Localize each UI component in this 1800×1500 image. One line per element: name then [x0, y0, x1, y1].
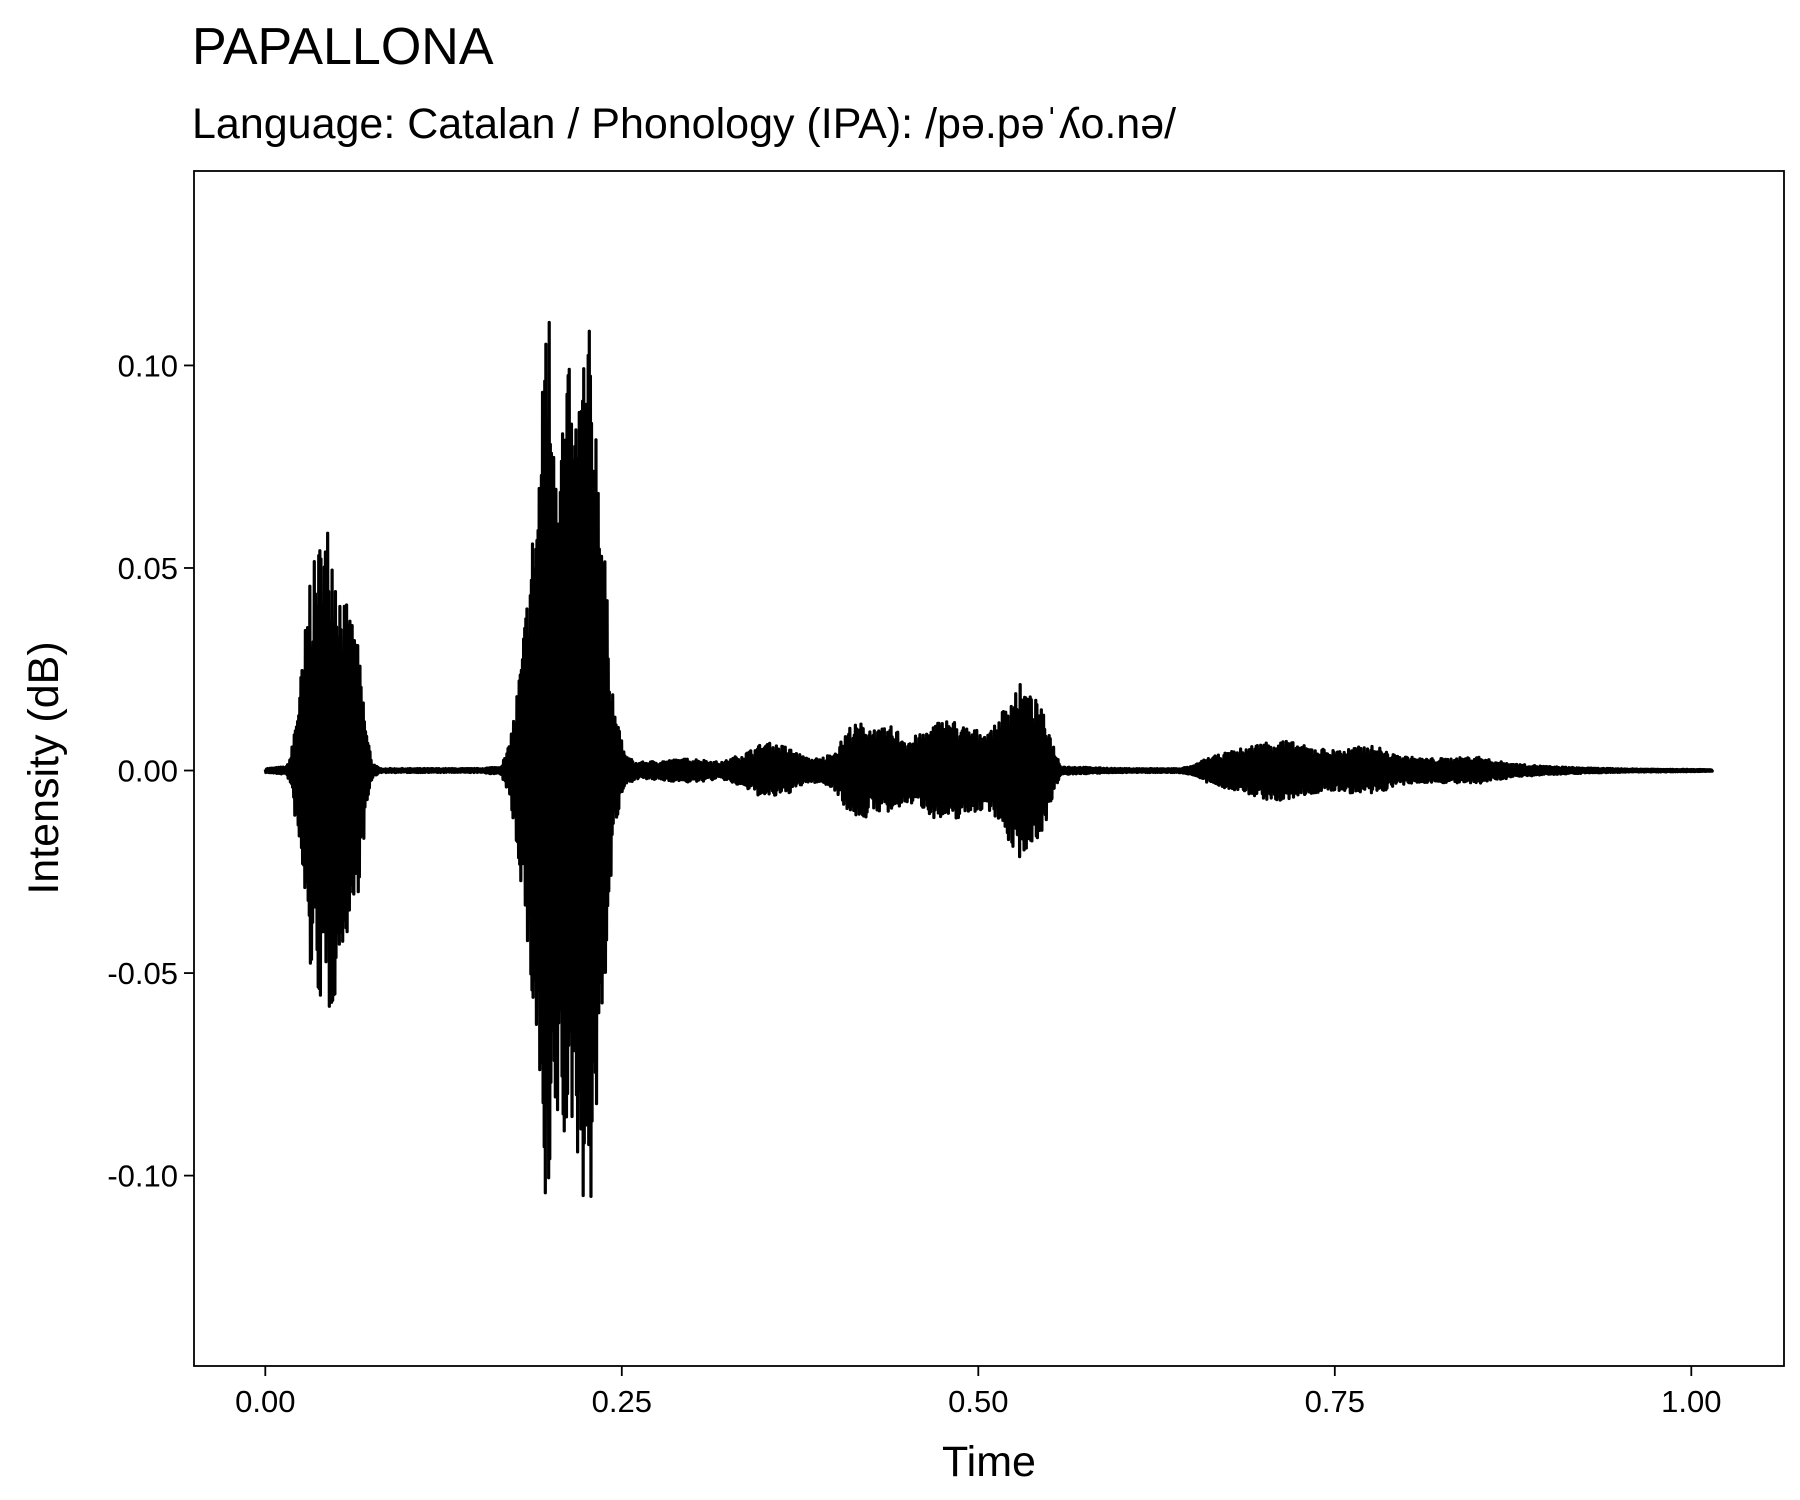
y-tick-label: 0.05 — [118, 551, 178, 586]
y-tick-label: 0.10 — [118, 348, 178, 383]
panel-border — [193, 170, 1785, 1367]
x-tick-label: 0.75 — [1305, 1384, 1365, 1419]
y-axis: 0.10 0.05 0.00 -0.05 -0.10 — [107, 348, 194, 1194]
y-tick-label: -0.10 — [107, 1159, 178, 1194]
x-tick-label: 0.00 — [235, 1384, 295, 1419]
waveform-line — [263, 320, 1715, 1198]
y-axis-title: Intensity (dB) — [20, 641, 68, 894]
x-tick-label: 0.25 — [592, 1384, 652, 1419]
x-axis-title: Time — [942, 1438, 1036, 1486]
chart-title: PAPALLONA — [192, 18, 494, 76]
y-tick-label: -0.05 — [107, 956, 178, 991]
x-tick-label: 1.00 — [1661, 1384, 1721, 1419]
y-tick-label: 0.00 — [118, 754, 178, 789]
x-tick-label: 0.50 — [948, 1384, 1008, 1419]
plot-area — [263, 320, 1715, 1198]
chart-subtitle: Language: Catalan / Phonology (IPA): /pə… — [192, 100, 1176, 148]
x-axis: 0.00 0.25 0.50 0.75 1.00 — [235, 1366, 1721, 1419]
